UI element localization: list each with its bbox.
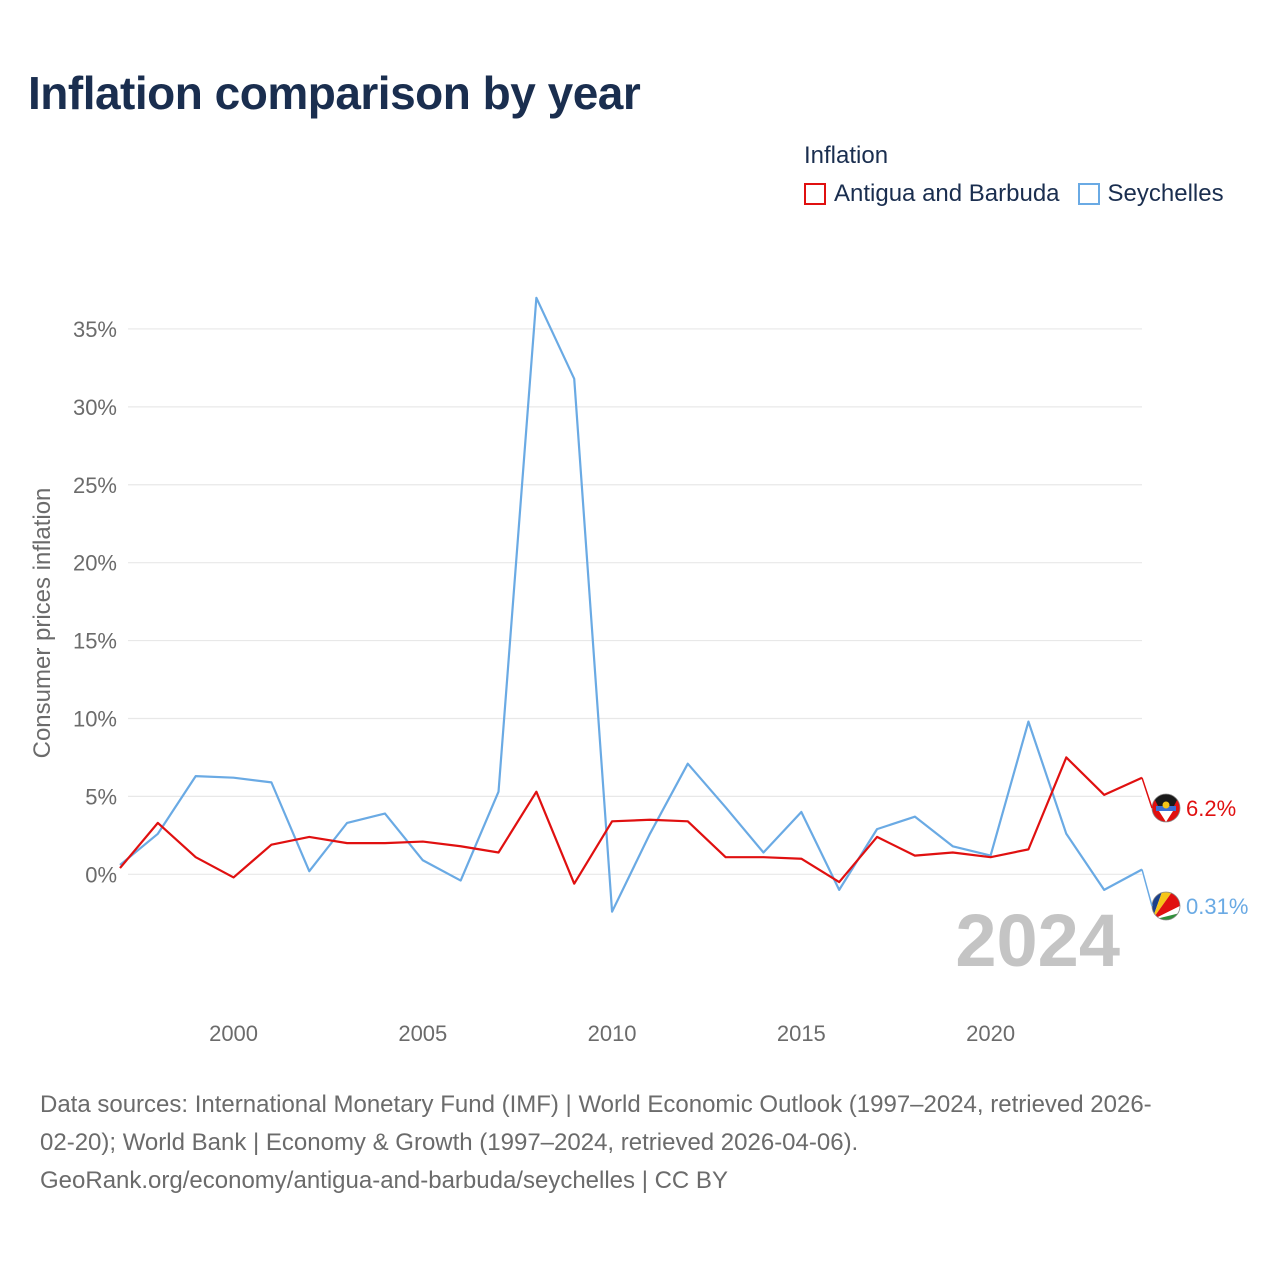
line-chart: 0%5%10%15%20%25%30%35% 2000 2005 2010 2015 2… (29, 296, 1248, 1046)
series-lines (119, 296, 1143, 913)
y-tick-label: 25% (73, 473, 117, 498)
x-axis-ticks: 2000 2005 2010 2015 2020 (209, 1021, 1015, 1046)
flag-icon-seychelles (1151, 891, 1181, 921)
footer-line: GeoRank.org/economy/antigua-and-barbuda/… (40, 1167, 728, 1194)
legend-swatch-seychelles (1077, 183, 1100, 205)
year-watermark: 2024 (955, 899, 1120, 982)
footer-source-note: Data sources: International Monetary Fun… (40, 1086, 1250, 1200)
y-tick-label: 15% (73, 629, 117, 654)
legend: Inflation Antigua and Barbuda Seychelles (804, 142, 1242, 208)
legend-item-antigua-and-barbuda[interactable]: Antigua and Barbuda (804, 180, 1060, 208)
y-tick-label: 5% (85, 784, 117, 809)
y-tick-label: 35% (73, 317, 117, 342)
gridlines (128, 328, 1142, 875)
footer-line: 02-20); World Bank | Economy & Growth (1… (40, 1129, 859, 1156)
y-tick-label: 30% (73, 395, 117, 420)
y-tick-label: 10% (73, 706, 117, 731)
chart-title: Inflation comparison by year (28, 67, 641, 119)
x-tick-label: 2020 (966, 1021, 1015, 1046)
legend-item-seychelles[interactable]: Seychelles (1077, 180, 1224, 208)
end-labels: 6.2% 0.31% (1141, 777, 1248, 919)
x-tick-label: 2005 (398, 1021, 447, 1046)
flag-icon-antigua-and-barbuda (1151, 793, 1181, 823)
series-line-seychelles (119, 296, 1143, 913)
y-tick-label: 20% (73, 551, 117, 576)
y-tick-label: 0% (85, 862, 117, 887)
legend-label-antigua-and-barbuda: Antigua and Barbuda (834, 180, 1060, 207)
end-value-label: 0.31% (1186, 894, 1248, 919)
legend-label-seychelles: Seychelles (1107, 180, 1224, 207)
x-tick-label: 2015 (777, 1021, 826, 1046)
end-label-connector (1141, 869, 1153, 907)
x-tick-label: 2000 (209, 1021, 258, 1046)
legend-items: Antigua and Barbuda Seychelles (804, 180, 1242, 208)
end-value-label: 6.2% (1186, 796, 1236, 821)
end-markers (1151, 793, 1181, 921)
x-tick-label: 2010 (588, 1021, 637, 1046)
series-line-antigua-and-barbuda (119, 756, 1143, 885)
y-axis-label: Consumer prices inflation (29, 488, 56, 759)
y-axis-ticks: 0% 5% 10% 15% 20% 25% 30% 35% (73, 317, 117, 887)
legend-title: Inflation (804, 142, 889, 169)
footer-line: Data sources: International Monetary Fun… (40, 1091, 1152, 1118)
legend-swatch-antigua-and-barbuda (804, 183, 826, 205)
end-label-connector (1141, 777, 1153, 809)
